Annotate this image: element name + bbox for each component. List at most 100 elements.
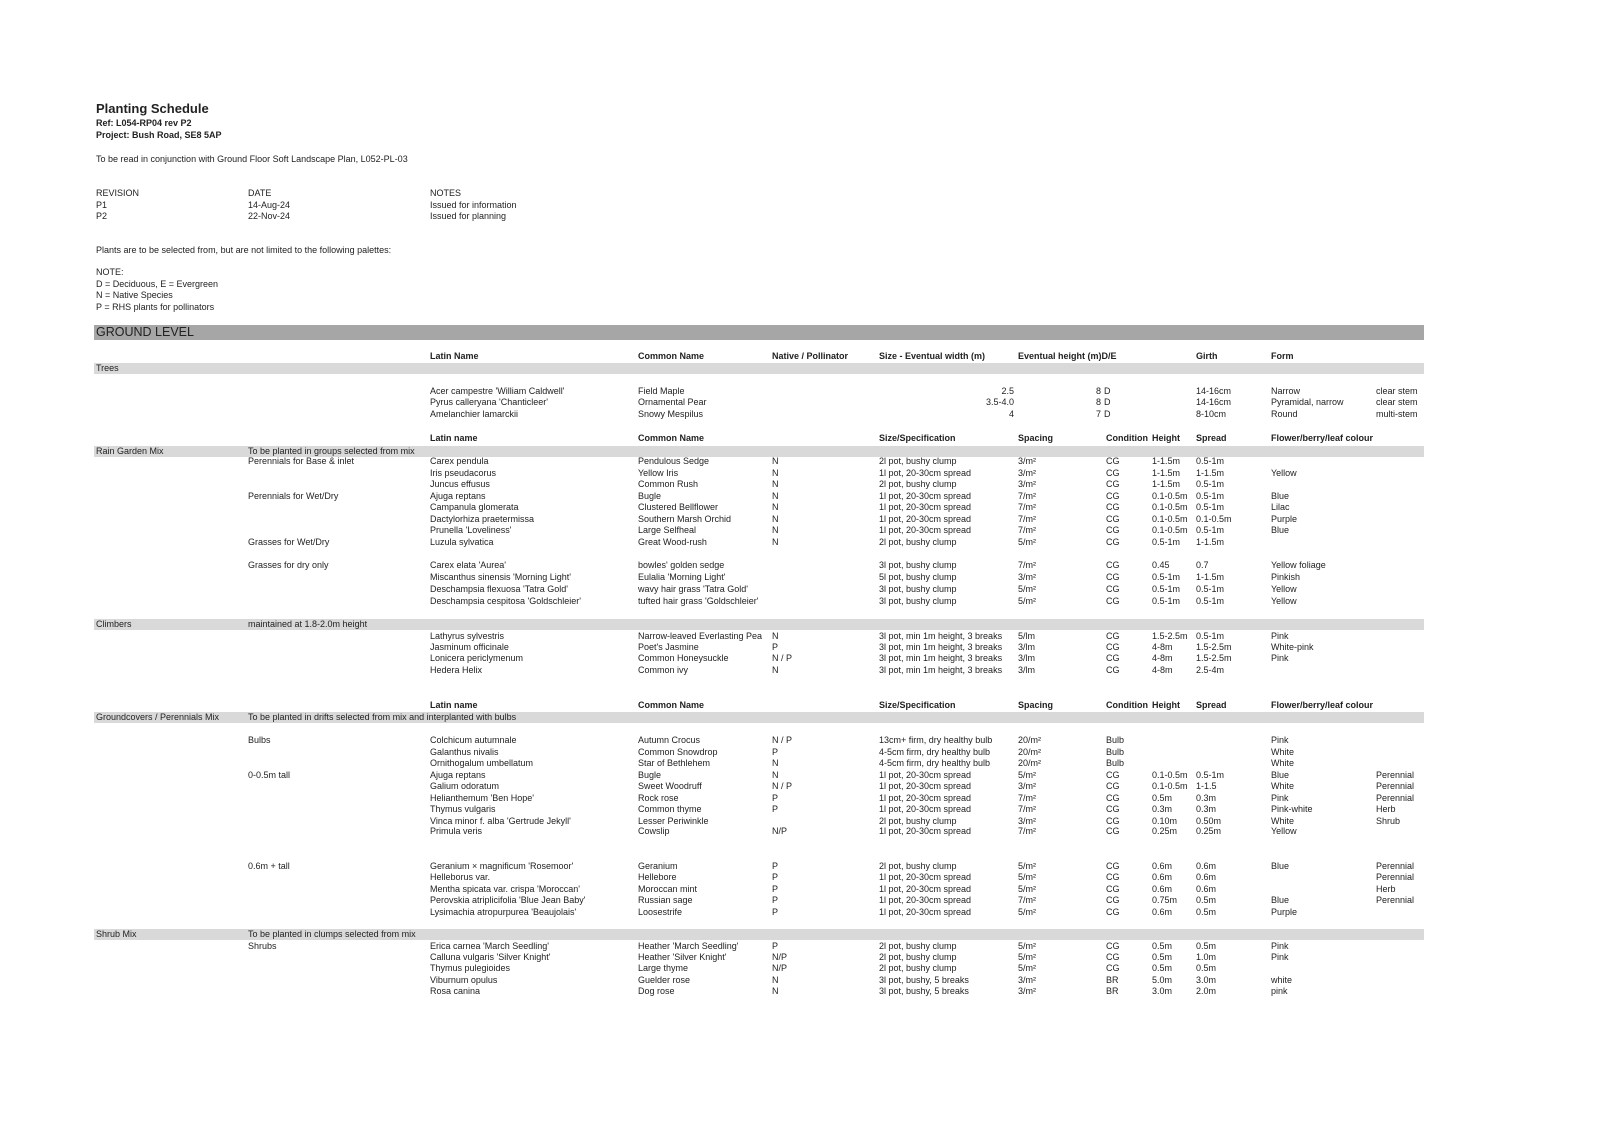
height: 0.5-1m: [1152, 572, 1181, 582]
common-name: Field Maple: [638, 386, 685, 396]
native-pollinator: N / P: [772, 653, 793, 663]
group-label: 0.6m + tall: [248, 861, 290, 871]
column-header: Size/Specification: [879, 700, 956, 710]
latin-name: Iris pseudacorus: [430, 468, 497, 478]
native-pollinator: P: [772, 907, 779, 917]
common-name: Sweet Woodruff: [638, 781, 702, 791]
latin-name: Campanula glomerata: [430, 502, 519, 512]
native-pollinator: N / P: [772, 781, 793, 791]
spread: 0.50m: [1196, 816, 1222, 826]
spread: 0.5-1m: [1196, 770, 1225, 780]
native-pollinator: P: [772, 941, 779, 951]
column-header: Eventual height (m)D/E: [1018, 351, 1117, 361]
spread: 0.3m: [1196, 793, 1217, 803]
flower-colour: White: [1271, 747, 1295, 757]
size-specification: 3l pot, bushy clump: [879, 584, 957, 594]
size-specification: 1l pot, 20-30cm spread: [879, 872, 972, 882]
size-specification: 2l pot, bushy clump: [879, 941, 957, 951]
condition: CG: [1106, 804, 1120, 814]
size-specification: 3l pot, bushy clump: [879, 596, 957, 606]
legend-native: N = Native Species: [96, 290, 173, 300]
common-name: Hellebore: [638, 872, 677, 882]
native-pollinator: P: [772, 895, 779, 905]
common-name: Narrow-leaved Everlasting Pea: [638, 631, 763, 641]
size-specification: 1l pot, 20-30cm spread: [879, 491, 972, 501]
latin-name: Ajuga reptans: [430, 770, 486, 780]
common-name: Loosestrife: [638, 907, 683, 917]
condition: CG: [1106, 502, 1120, 512]
condition: CG: [1106, 781, 1120, 791]
flower-colour: Purple: [1271, 514, 1298, 524]
flower-colour: Blue: [1271, 861, 1290, 871]
flower-colour: Pink: [1271, 631, 1289, 641]
latin-name: Luzula sylvatica: [430, 537, 494, 547]
native-pollinator: N: [772, 525, 779, 535]
spread: 0.5-1m: [1196, 584, 1225, 594]
condition: CG: [1106, 665, 1120, 675]
height: 0.6m: [1152, 872, 1173, 882]
condition: CG: [1106, 653, 1120, 663]
size-specification: 2l pot, bushy clump: [879, 479, 957, 489]
common-name: Ornamental Pear: [638, 397, 707, 407]
condition: CG: [1106, 456, 1120, 466]
latin-name: Ornithogalum umbellatum: [430, 758, 534, 768]
girth: 14-16cm: [1196, 386, 1232, 396]
section-label: Shrub Mix: [96, 929, 137, 939]
spacing: 5/m²: [1018, 770, 1036, 780]
column-header: Common Name: [638, 351, 705, 361]
height: 0.5m: [1152, 952, 1173, 962]
project: Project: Bush Road, SE8 5AP: [96, 130, 222, 140]
native-pollinator: N: [772, 456, 779, 466]
group-label: Shrubs: [248, 941, 277, 951]
size-specification: 2l pot, bushy clump: [879, 963, 957, 973]
condition: CG: [1106, 963, 1120, 973]
flower-colour: White: [1271, 816, 1295, 826]
spacing: 3/m²: [1018, 781, 1036, 791]
spacing: 3/m²: [1018, 975, 1036, 985]
native-pollinator: N: [772, 491, 779, 501]
condition: CG: [1106, 884, 1120, 894]
plant-type: Perennial: [1376, 861, 1415, 871]
section-band: [94, 619, 1424, 630]
deciduous-evergreen: D: [1104, 397, 1111, 407]
spread: 0.5m: [1196, 907, 1217, 917]
size-specification: 2l pot, bushy clump: [879, 952, 957, 962]
size-specification: 5l pot, bushy clump: [879, 572, 957, 582]
spread: 0.25m: [1196, 826, 1222, 836]
native-pollinator: P: [772, 747, 779, 757]
form: Round: [1271, 409, 1298, 419]
height: 3.0m: [1152, 986, 1173, 996]
spread: 0.3m: [1196, 804, 1217, 814]
spread: 0.5m: [1196, 895, 1217, 905]
height: 0.6m: [1152, 907, 1173, 917]
spacing: 3/lm: [1018, 653, 1036, 663]
spread: 0.7: [1196, 560, 1209, 570]
native-pollinator: P: [772, 861, 779, 871]
height: 0.45: [1152, 560, 1170, 570]
common-name: bowles' golden sedge: [638, 560, 725, 570]
spread: 3.0m: [1196, 975, 1217, 985]
spread: 1-1.5m: [1196, 572, 1225, 582]
latin-name: Colchicum autumnale: [430, 735, 517, 745]
eventual-height: 7: [1095, 409, 1101, 419]
common-name: Guelder rose: [638, 975, 691, 985]
flower-colour: Blue: [1271, 895, 1290, 905]
condition: Bulb: [1106, 735, 1125, 745]
native-pollinator: N: [772, 468, 779, 478]
condition: CG: [1106, 770, 1120, 780]
height: 0.6m: [1152, 861, 1173, 871]
common-name: Great Wood-rush: [638, 537, 707, 547]
spacing: 5/m²: [1018, 941, 1036, 951]
spread: 0.5-1m: [1196, 491, 1225, 501]
spread: 0.6m: [1196, 861, 1217, 871]
flower-colour: Pink: [1271, 941, 1289, 951]
spread: 0.5-1m: [1196, 456, 1225, 466]
flower-colour: Purple: [1271, 907, 1298, 917]
latin-name: Perovskia atriplicifolia 'Blue Jean Baby…: [430, 895, 586, 905]
common-name: Geranium: [638, 861, 678, 871]
latin-name: Mentha spicata var. crispa 'Moroccan': [430, 884, 581, 894]
spread: 2.0m: [1196, 986, 1217, 996]
latin-name: Deschampsia flexuosa 'Tatra Gold': [430, 584, 569, 594]
latin-name: Helleborus var.: [430, 872, 491, 882]
common-name: Heather 'Silver Knight': [638, 952, 727, 962]
